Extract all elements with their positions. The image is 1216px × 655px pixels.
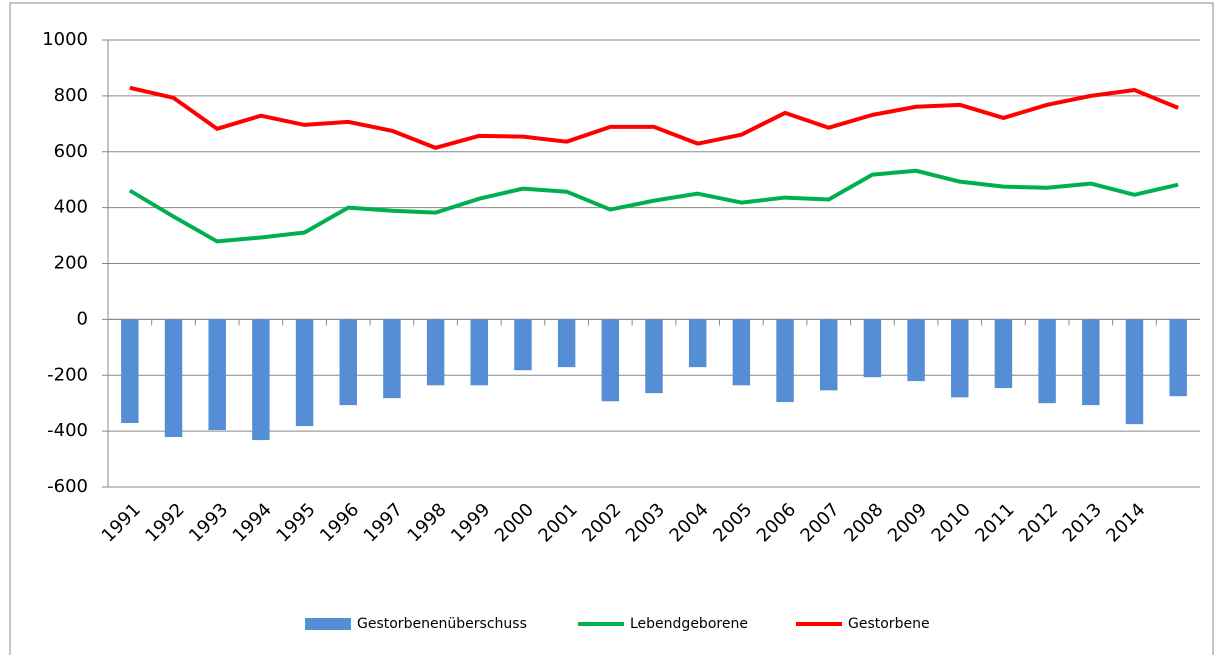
bar <box>470 319 489 386</box>
bar <box>863 319 882 378</box>
legend-swatch <box>305 618 351 630</box>
bar <box>426 319 445 386</box>
bar <box>994 319 1013 389</box>
bar <box>732 319 751 386</box>
legend-label: Lebendgeborene <box>630 616 748 632</box>
y-tick-label: -400 <box>47 420 88 441</box>
bar <box>1082 319 1100 406</box>
y-tick-label: 0 <box>77 308 88 329</box>
y-tick-label: 400 <box>54 197 88 218</box>
bar <box>776 319 794 403</box>
legend-label: Gestorbene <box>848 616 930 632</box>
bar <box>383 319 401 399</box>
bar <box>252 319 270 441</box>
line <box>128 168 1179 244</box>
y-tick-label: 200 <box>54 253 88 274</box>
bar <box>951 319 969 398</box>
legend-label: Gestorbenenüberschuss <box>357 616 527 632</box>
bar <box>295 319 314 427</box>
y-tick-label: 1000 <box>42 29 88 50</box>
bar <box>339 319 357 406</box>
bar <box>557 319 576 368</box>
line <box>129 85 1179 150</box>
bar <box>121 319 139 424</box>
y-tick-label: 600 <box>54 141 88 162</box>
bar <box>601 319 620 402</box>
bar <box>1125 319 1144 425</box>
bar <box>645 319 663 394</box>
bar <box>208 319 226 431</box>
bar <box>164 319 183 437</box>
bar <box>514 319 532 371</box>
bar <box>1169 319 1187 397</box>
y-tick-label: 800 <box>54 85 88 106</box>
bar <box>819 319 838 391</box>
bar <box>688 319 707 368</box>
y-tick-label: -200 <box>47 364 88 385</box>
bar <box>1038 319 1056 404</box>
y-tick-label: -600 <box>47 476 88 497</box>
bar <box>907 319 925 382</box>
